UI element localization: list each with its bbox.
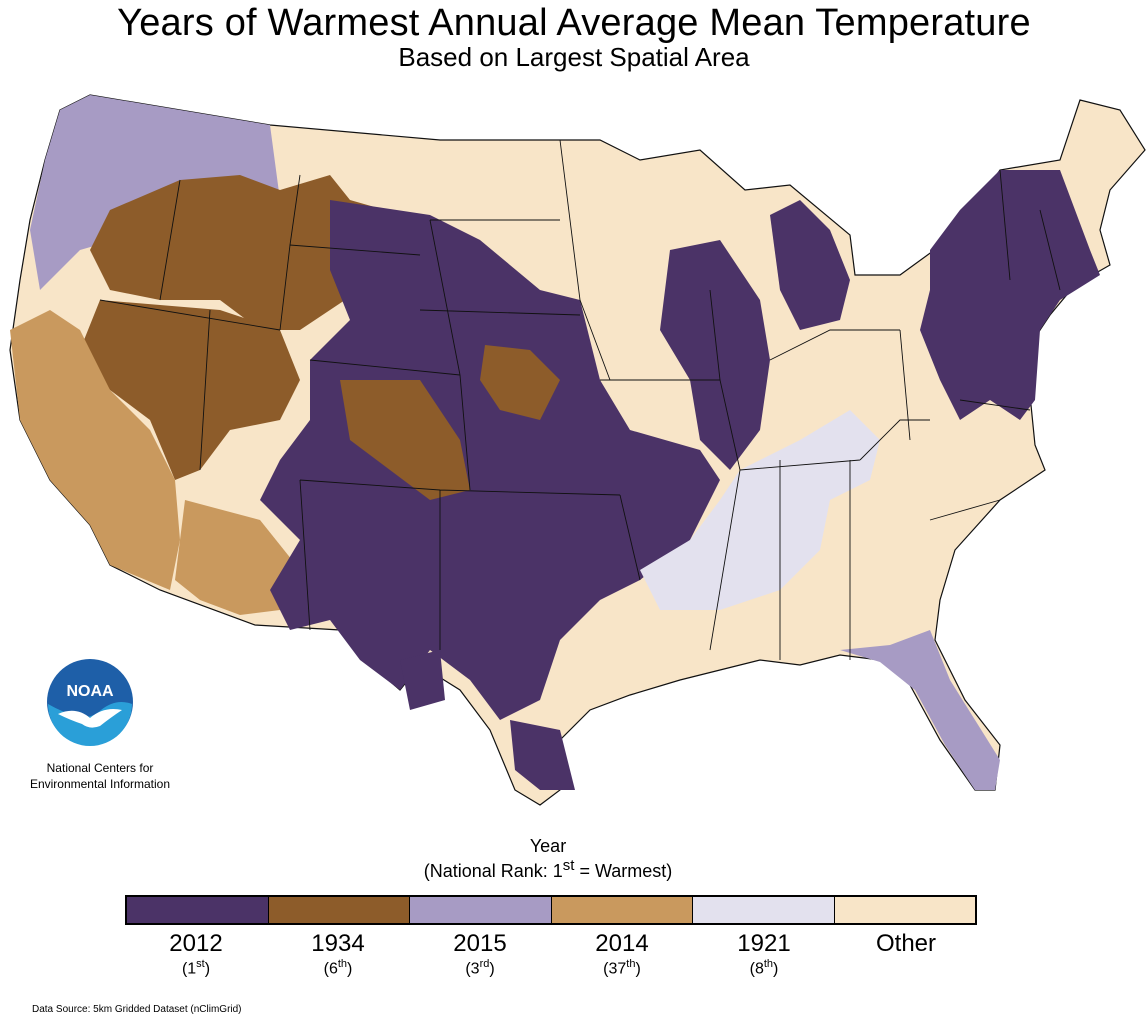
legend-color-bar bbox=[125, 895, 977, 925]
region-1934-great-basin bbox=[80, 300, 300, 480]
region-1934-colorado bbox=[340, 380, 470, 500]
temperature-regions bbox=[10, 95, 1100, 790]
legend-swatch-2014 bbox=[551, 897, 693, 923]
region-2012-northeast bbox=[920, 170, 1100, 420]
legend-label-2015: 2015 (3rd) bbox=[453, 930, 507, 978]
region-2012-central bbox=[260, 200, 720, 720]
legend-title: Year bbox=[529, 836, 567, 856]
legend-label-2014: 2014 (37th) bbox=[595, 930, 649, 978]
region-1934-kansas bbox=[480, 345, 560, 420]
region-2012-midwest bbox=[660, 240, 770, 470]
legend-swatch-2012 bbox=[127, 897, 269, 923]
legend-label-1921: 1921 (8th) bbox=[737, 930, 791, 978]
us-temperature-map bbox=[9, 94, 1146, 806]
legend-swatch-1921 bbox=[693, 897, 835, 923]
region-2012-michigan bbox=[770, 200, 850, 330]
legend-label-2012: 2012 (1st) bbox=[169, 930, 223, 978]
legend-swatch-1934 bbox=[268, 897, 410, 923]
region-1921-southeast bbox=[640, 410, 880, 610]
legend-swatch-other bbox=[834, 897, 975, 923]
legend-swatch-2015 bbox=[410, 897, 552, 923]
region-2015-florida bbox=[840, 630, 1000, 790]
legend-subtitle: (National Rank: 1st = Warmest) bbox=[423, 857, 673, 881]
map-title: Years of Warmest Annual Average Mean Tem… bbox=[117, 2, 1031, 44]
state-boundaries bbox=[99, 139, 1061, 660]
legend-label-other: Other bbox=[875, 930, 937, 957]
org-name-line1: National Centers for bbox=[46, 761, 154, 775]
data-source: Data Source: 5km Gridded Dataset (nClimG… bbox=[32, 1004, 242, 1015]
legend-label-1934: 1934 (6th) bbox=[311, 930, 365, 978]
map-subtitle: Based on Largest Spatial Area bbox=[398, 42, 750, 72]
noaa-logo: NOAA bbox=[47, 659, 133, 746]
org-name-line2: Environmental Information bbox=[29, 777, 171, 791]
region-2012-texas bbox=[400, 650, 575, 790]
region-2014-california bbox=[10, 310, 180, 590]
svg-text:NOAA: NOAA bbox=[66, 683, 114, 700]
region-2014-southwest bbox=[175, 500, 300, 615]
